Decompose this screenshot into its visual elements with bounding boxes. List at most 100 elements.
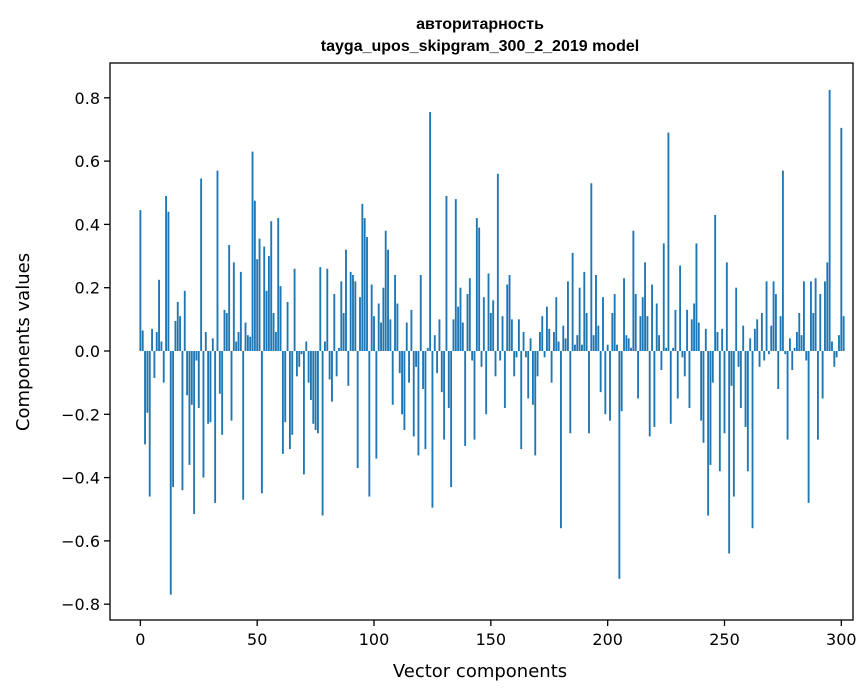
- bar: [151, 328, 153, 351]
- bar: [436, 350, 439, 374]
- bar: [314, 350, 317, 431]
- bar: [466, 294, 469, 351]
- bar: [592, 335, 595, 351]
- bar: [366, 237, 368, 351]
- bar: [153, 350, 156, 378]
- bar: [557, 341, 560, 351]
- bar: [328, 350, 331, 380]
- bar: [760, 313, 763, 351]
- bar: [338, 347, 340, 351]
- bar: [361, 203, 364, 351]
- bar: [653, 350, 656, 427]
- bar: [473, 350, 476, 440]
- bar: [672, 347, 675, 351]
- bar: [326, 268, 329, 351]
- bar: [527, 350, 530, 399]
- bar: [398, 350, 401, 374]
- bar: [415, 350, 418, 367]
- bar: [321, 350, 324, 516]
- bar: [298, 350, 301, 367]
- bar: [172, 350, 175, 488]
- bar: [732, 350, 735, 497]
- bar: [758, 350, 761, 367]
- bar: [599, 350, 602, 393]
- bar: [235, 341, 238, 351]
- bar: [742, 325, 745, 351]
- bar: [368, 350, 371, 497]
- bar: [468, 278, 471, 351]
- bar: [564, 338, 567, 351]
- bar: [651, 284, 653, 351]
- bar: [562, 325, 565, 351]
- bar: [728, 350, 731, 554]
- bar: [714, 214, 717, 351]
- y-tick-label: 0.0: [75, 342, 100, 361]
- bar: [590, 183, 593, 351]
- bar: [354, 281, 357, 351]
- bar: [798, 313, 801, 351]
- x-tick-label: 0: [135, 630, 145, 649]
- bar: [522, 332, 525, 351]
- x-axis-ticks: 0 50 100 150 200 250 300: [135, 620, 857, 649]
- bar: [193, 350, 196, 514]
- bar: [499, 350, 502, 361]
- bar: [524, 350, 527, 358]
- bar: [426, 347, 429, 351]
- bar: [697, 322, 700, 351]
- bar: [588, 350, 590, 434]
- bar: [391, 350, 394, 405]
- bar: [288, 350, 291, 450]
- bar: [513, 350, 516, 377]
- bar: [291, 350, 294, 435]
- bar: [613, 294, 616, 351]
- bar: [188, 350, 191, 465]
- bar: [646, 316, 649, 351]
- bar: [324, 341, 326, 351]
- bar: [623, 278, 625, 351]
- bar: [377, 303, 380, 351]
- bar: [230, 350, 233, 421]
- bar: [359, 297, 361, 351]
- bar: [496, 173, 499, 351]
- bar: [160, 341, 163, 351]
- bar: [609, 350, 611, 421]
- bar: [200, 178, 203, 351]
- bar: [576, 335, 579, 351]
- bar: [389, 319, 392, 351]
- bar: [538, 332, 541, 351]
- bar: [417, 350, 420, 456]
- bar: [774, 294, 777, 351]
- bar: [340, 281, 343, 351]
- bar: [443, 350, 446, 440]
- bar: [772, 281, 775, 351]
- bar: [821, 350, 824, 399]
- bar: [450, 350, 453, 488]
- bar: [419, 275, 422, 351]
- bar: [569, 350, 572, 434]
- bar: [676, 350, 679, 399]
- bar: [810, 281, 812, 351]
- bar: [817, 350, 819, 440]
- bar: [401, 350, 403, 415]
- bar: [665, 347, 668, 351]
- bar: [725, 262, 728, 351]
- bar: [478, 227, 481, 351]
- bar: [828, 89, 831, 351]
- bar: [704, 328, 707, 351]
- bar: [730, 350, 733, 386]
- bar: [429, 112, 432, 351]
- bar: [410, 309, 413, 351]
- bar: [317, 350, 319, 434]
- bar: [281, 350, 284, 454]
- bar: [508, 275, 511, 351]
- bar: [295, 350, 298, 377]
- bar: [788, 338, 791, 351]
- bar: [333, 294, 336, 351]
- bar: [211, 338, 214, 351]
- bar: [251, 151, 254, 351]
- bar: [655, 303, 658, 351]
- bar: [571, 252, 574, 351]
- bar: [480, 350, 483, 367]
- bar: [585, 313, 588, 351]
